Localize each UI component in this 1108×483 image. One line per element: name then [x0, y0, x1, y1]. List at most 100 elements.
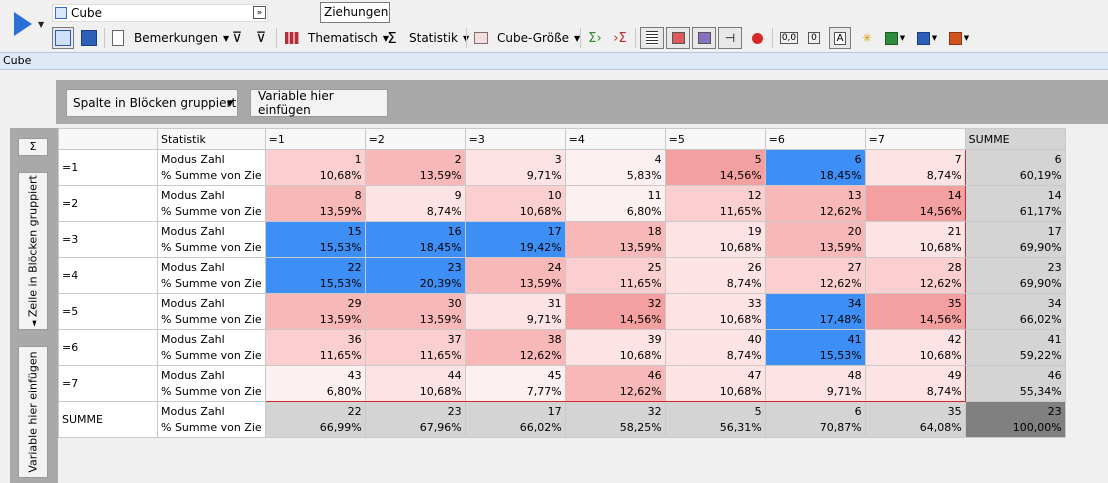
sigma-button[interactable]: Σ [18, 138, 48, 156]
data-cell[interactable]: 27 12,62% [764, 257, 866, 294]
thematisch-button[interactable]: Thematisch ▼ [308, 27, 389, 49]
data-cell[interactable]: 31 9,71% [464, 293, 566, 330]
row-header[interactable]: =7 [58, 365, 158, 402]
sum-cell[interactable]: 14 61,17% [964, 185, 1066, 222]
word-export-button[interactable]: ▼ [914, 27, 940, 49]
data-cell[interactable]: 20 13,59% [764, 221, 866, 258]
data-cell[interactable]: 9 8,74% [364, 185, 466, 222]
row-header[interactable]: =2 [58, 185, 158, 222]
sum-cell[interactable]: 46 55,34% [964, 365, 1066, 402]
data-cell[interactable]: 3 9,71% [464, 149, 566, 186]
data-cell[interactable]: 23 20,39% [364, 257, 466, 294]
data-cell[interactable]: 46 12,62% [564, 365, 666, 402]
column-header[interactable]: =3 [464, 128, 566, 150]
new-icon[interactable]: ✳ [858, 27, 876, 49]
data-cell[interactable]: 47 10,68% [664, 365, 766, 402]
column-header[interactable]: =4 [564, 128, 666, 150]
data-cell[interactable]: 17 19,42% [464, 221, 566, 258]
total-cell[interactable]: 23 100,00% [964, 401, 1066, 438]
run-dropdown-arrow[interactable]: ▼ [38, 20, 45, 29]
sigma-icon[interactable]: Σ [387, 29, 397, 47]
data-cell[interactable]: 16 18,45% [364, 221, 466, 258]
insert-variable-row-button[interactable]: Variable hier einfügen [18, 346, 48, 478]
data-cell[interactable]: 4 5,83% [564, 149, 666, 186]
sum-cell[interactable]: 17 69,90% [964, 221, 1066, 258]
ziehungen-field[interactable]: Ziehungen [320, 2, 390, 23]
data-cell[interactable]: 40 8,74% [664, 329, 766, 366]
data-cell[interactable]: 2 13,59% [364, 149, 466, 186]
column-header[interactable]: =5 [664, 128, 766, 150]
save-button[interactable] [79, 27, 99, 49]
sum-cell[interactable]: 5 56,31% [664, 401, 766, 438]
column-header[interactable]: =1 [264, 128, 366, 150]
data-cell[interactable]: 36 11,65% [264, 329, 366, 366]
statistik-header[interactable]: Statistik [157, 128, 266, 150]
table-color-icon[interactable] [283, 27, 301, 49]
data-cell[interactable]: 48 9,71% [764, 365, 866, 402]
view-chart-button[interactable] [666, 27, 690, 49]
data-cell[interactable]: 28 12,62% [864, 257, 966, 294]
data-cell[interactable]: 45 7,77% [464, 365, 566, 402]
data-cell[interactable]: 33 10,68% [664, 293, 766, 330]
data-cell[interactable]: 41 15,53% [764, 329, 866, 366]
run-button[interactable]: ▼ [8, 10, 44, 40]
cube-field[interactable]: Cube » [52, 4, 268, 22]
remove-arrow-icon[interactable]: ›Σ [613, 30, 627, 46]
data-cell[interactable]: 44 10,68% [364, 365, 466, 402]
data-cell[interactable]: 12 11,65% [664, 185, 766, 222]
sum-cell[interactable]: 17 66,02% [464, 401, 566, 438]
column-header[interactable]: SUMME [964, 128, 1066, 150]
data-cell[interactable]: 26 8,74% [664, 257, 766, 294]
data-cell[interactable]: 21 10,68% [864, 221, 966, 258]
data-cell[interactable]: 11 6,80% [564, 185, 666, 222]
data-cell[interactable]: 1 10,68% [264, 149, 366, 186]
data-cell[interactable]: 14 14,56% [864, 185, 966, 222]
layout-toggle-button[interactable] [52, 27, 74, 49]
data-cell[interactable]: 42 10,68% [864, 329, 966, 366]
decimal-format-button[interactable]: 0,0 [779, 27, 799, 49]
notes-icon[interactable] [109, 27, 127, 49]
excel-export-button[interactable]: ▼ [882, 27, 908, 49]
data-cell[interactable]: 6 18,45% [764, 149, 866, 186]
row-header[interactable]: =6 [58, 329, 158, 366]
sum-cell[interactable]: 35 64,08% [864, 401, 966, 438]
row-header[interactable]: =3 [58, 221, 158, 258]
sum-cell[interactable]: 22 66,99% [264, 401, 366, 438]
data-cell[interactable]: 22 15,53% [264, 257, 366, 294]
column-header[interactable]: =2 [364, 128, 466, 150]
view-list-button[interactable] [640, 27, 664, 49]
sum-arrow-icon[interactable]: Σ› [588, 30, 602, 46]
statistik-button[interactable]: Statistik ▼ [409, 27, 469, 49]
data-cell[interactable]: 18 13,59% [564, 221, 666, 258]
column-header[interactable]: =7 [864, 128, 966, 150]
column-header[interactable]: =6 [764, 128, 866, 150]
data-cell[interactable]: 8 13,59% [264, 185, 366, 222]
forward-icon[interactable]: » [253, 6, 266, 19]
sum-cell[interactable]: 34 66,02% [964, 293, 1066, 330]
sum-cell[interactable]: 32 58,25% [564, 401, 666, 438]
row-header[interactable]: SUMME [58, 401, 158, 438]
sum-cell[interactable]: 23 67,96% [364, 401, 466, 438]
row-header[interactable]: =1 [58, 149, 158, 186]
view-grid-button[interactable] [692, 27, 716, 49]
data-cell[interactable]: 39 10,68% [564, 329, 666, 366]
data-cell[interactable]: 35 14,56% [864, 293, 966, 330]
data-cell[interactable]: 5 14,56% [664, 149, 766, 186]
data-cell[interactable]: 43 6,80% [264, 365, 366, 402]
record-button[interactable] [748, 27, 766, 49]
filter-icon[interactable]: ⊽ [231, 30, 243, 46]
data-cell[interactable]: 24 13,59% [464, 257, 566, 294]
cube-size-icon[interactable] [472, 27, 490, 49]
sum-cell[interactable]: 6 60,19% [964, 149, 1066, 186]
data-cell[interactable]: 19 10,68% [664, 221, 766, 258]
data-cell[interactable]: 7 8,74% [864, 149, 966, 186]
text-format-button[interactable]: A [829, 27, 851, 49]
sum-cell[interactable]: 41 59,22% [964, 329, 1066, 366]
view-tree-button[interactable]: ⊣ [718, 27, 742, 49]
cube-groesse-button[interactable]: Cube-Größe ▼ [497, 27, 580, 49]
data-cell[interactable]: 49 8,74% [864, 365, 966, 402]
data-cell[interactable]: 30 13,59% [364, 293, 466, 330]
data-cell[interactable]: 32 14,56% [564, 293, 666, 330]
data-cell[interactable]: 13 12,62% [764, 185, 866, 222]
data-cell[interactable]: 38 12,62% [464, 329, 566, 366]
